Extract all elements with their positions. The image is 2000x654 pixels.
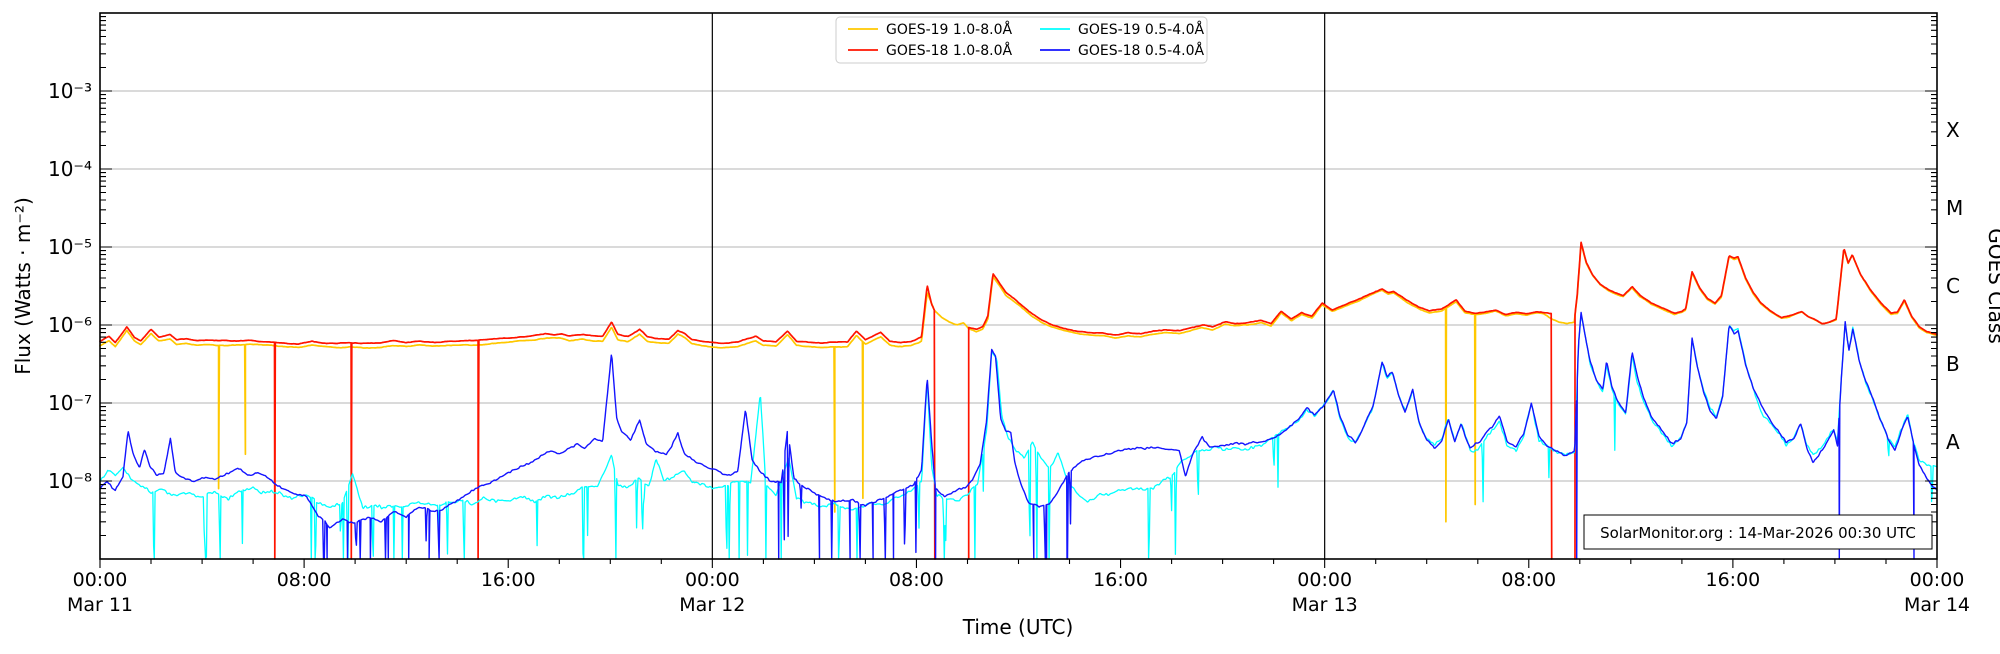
y-tick-label: 10⁻⁸ — [48, 469, 92, 493]
x-tick-date-label: Mar 11 — [67, 594, 133, 616]
series-goes-18-0-5-4-0- — [99, 311, 1938, 560]
x-tick-time-label: 08:00 — [1501, 569, 1556, 591]
y-axis-title: Flux (Watts · m⁻²) — [11, 197, 35, 375]
source-annotation-text: SolarMonitor.org : 14-Mar-2026 00:30 UTC — [1600, 524, 1916, 542]
right-axis-title: GOES Class — [1984, 228, 2000, 344]
x-axis-title: Time (UTC) — [962, 615, 1074, 639]
legend-label-goes18-short: GOES-18 0.5-4.0Å — [1078, 42, 1204, 59]
x-tick-time-label: 16:00 — [481, 569, 536, 591]
source-annotation-box — [1583, 514, 1933, 550]
x-tick-time-label: 00:00 — [1910, 569, 1965, 591]
series-goes-19-1-0-8-0- — [99, 242, 1938, 523]
x-tick-time-label: 00:00 — [685, 569, 740, 591]
y-tick-label: 10⁻³ — [48, 79, 92, 103]
goes-class-letter-M: M — [1946, 196, 1963, 220]
x-tick-time-label: 16:00 — [1706, 569, 1761, 591]
x-tick-date-label: Mar 13 — [1292, 594, 1358, 616]
series-goes-18-1-0-8-0- — [99, 241, 1938, 560]
legend-label-goes18-long: GOES-18 1.0-8.0Å — [886, 42, 1012, 59]
x-tick-time-label: 16:00 — [1093, 569, 1148, 591]
x-tick-date-label: Mar 12 — [679, 594, 745, 616]
y-tick-label: 10⁻⁵ — [48, 235, 92, 259]
goes-class-letter-C: C — [1946, 274, 1960, 298]
axis-ticks — [99, 16, 1938, 568]
legend: GOES-19 1.0-8.0Å GOES-18 1.0-8.0Å GOES-1… — [835, 16, 1208, 64]
x-tick-date-label: Mar 14 — [1904, 594, 1970, 616]
y-tick-label: 10⁻⁴ — [48, 157, 92, 181]
axis-tick-labels: 10⁻³ 10⁻⁴ 10⁻⁵ 10⁻⁶ 10⁻⁷ 10⁻⁸ 00:00 Mar 11 08:00… — [48, 79, 1970, 616]
x-tick-time-label: 00:00 — [1297, 569, 1352, 591]
legend-label-goes19-long: GOES-19 1.0-8.0Å — [886, 21, 1012, 38]
y-tick-label: 10⁻⁷ — [48, 391, 92, 415]
x-tick-time-label: 08:00 — [889, 569, 944, 591]
x-tick-time-label: 00:00 — [73, 569, 128, 591]
goes-class-letter-X: X — [1946, 118, 1960, 142]
legend-box — [835, 16, 1208, 64]
goes-class-letters: X M C B A — [1946, 118, 1963, 454]
grid-lines — [100, 13, 1937, 559]
flux-series — [99, 241, 1938, 560]
y-tick-label: 10⁻⁶ — [48, 313, 92, 337]
source-annotation: SolarMonitor.org : 14-Mar-2026 00:30 UTC — [1583, 514, 1933, 550]
goes-class-letter-A: A — [1946, 430, 1960, 454]
legend-label-goes19-short: GOES-19 0.5-4.0Å — [1078, 21, 1204, 38]
goes-class-letter-B: B — [1946, 352, 1960, 376]
x-tick-time-label: 08:00 — [277, 569, 332, 591]
